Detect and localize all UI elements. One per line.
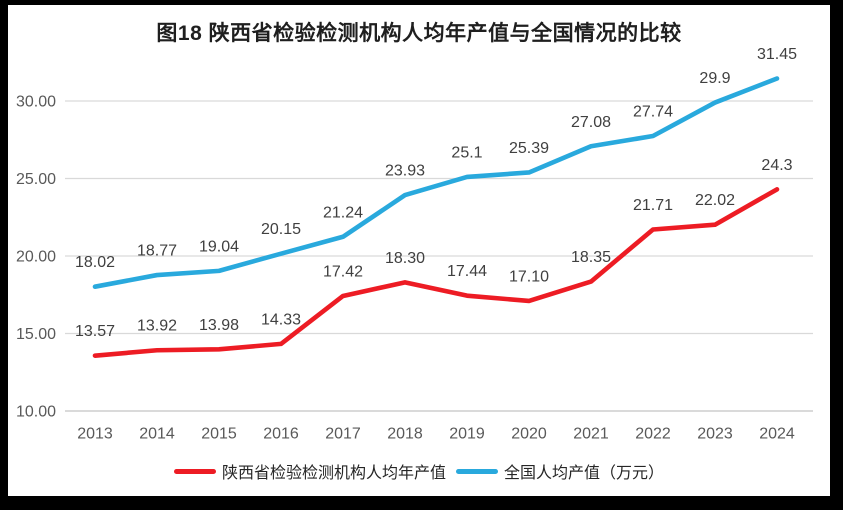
legend-label-shaanxi: 陕西省检验检测机构人均年产值: [221, 465, 446, 482]
x-tick-label: 2017: [325, 426, 361, 443]
y-tick-label: 20.00: [16, 249, 56, 266]
x-tick-label: 2014: [139, 426, 175, 443]
y-tick-label: 30.00: [16, 94, 56, 111]
y-tick-label: 15.00: [16, 326, 56, 343]
data-label: 18.35: [571, 249, 611, 266]
data-label: 25.1: [451, 144, 482, 161]
data-label: 25.39: [509, 140, 549, 157]
data-label: 22.02: [695, 192, 735, 209]
chart-canvas: [8, 5, 830, 496]
y-tick-label: 10.00: [16, 404, 56, 421]
series-line: [92, 76, 780, 289]
legend-line-swatch-red: [173, 468, 216, 474]
data-label: 21.71: [633, 197, 673, 214]
data-label: 19.04: [199, 238, 239, 255]
data-label: 14.33: [261, 311, 301, 328]
x-tick-label: 2023: [697, 426, 733, 443]
data-label: 17.10: [509, 268, 549, 285]
data-label: 27.08: [571, 114, 611, 131]
legend-item-shaanxi: 陕西省检验检测机构人均年产值: [173, 459, 446, 483]
series-line: [92, 187, 780, 358]
legend-label-national: 全国人均产值（万元）: [504, 465, 665, 482]
chart-title: 图18 陕西省检验检测机构人均年产值与全国情况的比较: [156, 22, 682, 45]
data-label: 13.92: [137, 318, 177, 335]
data-label: 21.24: [323, 204, 363, 221]
data-label: 18.02: [75, 254, 115, 271]
x-tick-label: 2022: [635, 426, 671, 443]
data-label: 13.98: [199, 317, 239, 334]
data-label: 29.9: [699, 70, 730, 87]
x-tick-label: 2019: [449, 426, 485, 443]
x-tick-label: 2018: [387, 426, 423, 443]
data-label: 17.44: [447, 263, 487, 280]
data-label: 31.45: [757, 46, 797, 63]
x-tick-label: 2016: [263, 426, 299, 443]
x-tick-label: 2013: [77, 426, 113, 443]
data-label: 20.15: [261, 221, 301, 238]
data-label: 17.42: [323, 263, 363, 280]
legend-line-swatch-blue: [456, 468, 498, 474]
data-label: 24.3: [761, 157, 792, 174]
y-tick-label: 25.00: [16, 171, 56, 188]
legend-item-national: 全国人均产值（万元）: [456, 459, 664, 483]
data-label: 27.74: [633, 104, 673, 121]
x-tick-label: 2020: [511, 426, 547, 443]
data-label: 23.93: [385, 163, 425, 180]
data-label: 18.77: [137, 243, 177, 260]
chart-legend: 陕西省检验检测机构人均年产值 全国人均产值（万元）: [8, 459, 830, 483]
data-label: 18.30: [385, 250, 425, 267]
x-tick-label: 2021: [573, 426, 609, 443]
x-tick-label: 2015: [201, 426, 237, 443]
x-tick-label: 2024: [759, 426, 795, 443]
data-label: 13.57: [75, 323, 115, 340]
